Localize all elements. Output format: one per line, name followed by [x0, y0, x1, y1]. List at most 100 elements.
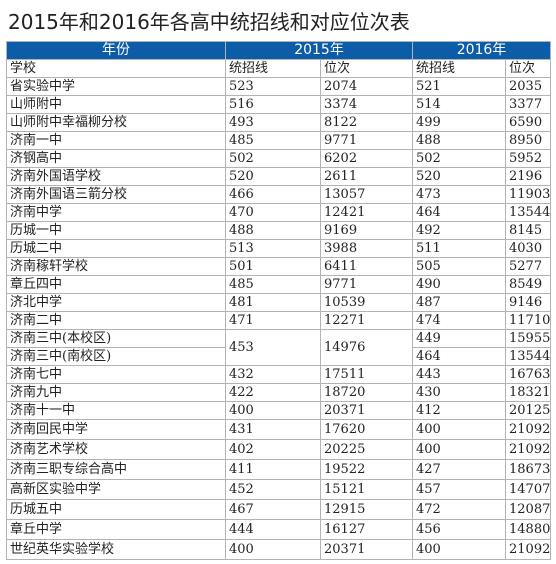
- line-2016: 511: [412, 239, 507, 258]
- school-name: 章丘中学: [6, 519, 226, 540]
- line-2015: 493: [225, 113, 321, 132]
- line-2016: 514: [412, 95, 507, 114]
- line-2015: 400: [225, 539, 321, 560]
- line-2015: 444: [225, 519, 321, 540]
- school-name: 济南三职专综合高中: [6, 459, 226, 480]
- table-row: 济南稼轩学校 501 6411 505 5277: [6, 257, 552, 276]
- table-row: 济南三中(本校区) 453 14976 449 15955: [6, 329, 552, 366]
- rank-2016: 13544: [505, 347, 552, 366]
- rank-2016: 14707: [505, 479, 552, 500]
- line-2015: 431: [225, 419, 321, 440]
- line-2016: 443: [412, 365, 507, 384]
- table-row: 山师附中 516 3374 514 3377: [6, 95, 552, 114]
- table-row: 历城二中 513 3988 511 4030: [6, 239, 552, 258]
- table-row: 济南艺术学校 402 20225 400 21092: [6, 439, 552, 460]
- rank-2016: 2035: [505, 77, 552, 96]
- table-row: 章丘四中 485 9771 490 8549: [6, 275, 552, 294]
- line-2015: 481: [225, 293, 321, 312]
- rank-2016: 4030: [505, 239, 552, 258]
- school-name: 章丘四中: [6, 275, 226, 294]
- line-2015: 485: [225, 131, 321, 150]
- table-row: 省实验中学 523 2074 521 2035: [6, 77, 552, 96]
- school-name: 济南外国语三箭分校: [6, 185, 226, 204]
- table-row: 济南回民中学 431 17620 400 21092: [6, 419, 552, 440]
- table-row: 济南三职专综合高中 411 19522 427 18673: [6, 459, 552, 480]
- rank-2016: 18673: [505, 459, 552, 480]
- rank-2016: 14880: [505, 519, 552, 540]
- rank-2016: 5277: [505, 257, 552, 276]
- rank-2015: 17511: [319, 365, 414, 384]
- school-name: 济南中学: [6, 203, 226, 222]
- line-2015: 467: [225, 499, 321, 520]
- rank-2016: 8549: [505, 275, 552, 294]
- school-name: 济南外国语学校: [6, 167, 226, 186]
- admission-table: 年份 2015年 2016年 学校 统招线 位次 统招线 位次 省实验中学 523…: [6, 41, 552, 560]
- school-name: 世纪英华实验学校: [6, 539, 226, 560]
- school-name: 济南三中(本校区): [6, 329, 226, 348]
- rank-2016: 21092: [505, 539, 552, 560]
- line-2015: 485: [225, 275, 321, 294]
- rank-2016: 21092: [505, 439, 552, 460]
- school-column-header: 学校: [6, 59, 226, 78]
- line-2016: 499: [412, 113, 507, 132]
- table-row: 济南三中(南校区) 464 13544: [6, 347, 552, 366]
- school-name: 济南稼轩学校: [6, 257, 226, 276]
- year-2015-header: 2015年: [224, 41, 414, 60]
- table-row: 历城五中 467 12915 472 12087: [6, 499, 552, 520]
- rank-2015: 19522: [319, 459, 414, 480]
- rank-2016: 12087: [505, 499, 552, 520]
- rank-2015: 3988: [319, 239, 414, 258]
- line-2016: 492: [412, 221, 507, 240]
- rank-2015: 17620: [319, 419, 414, 440]
- line-2016: 473: [412, 185, 507, 204]
- line-2016: 490: [412, 275, 507, 294]
- table-row: 历城一中 488 9169 492 8145: [6, 221, 552, 240]
- line-2016: 430: [412, 383, 507, 402]
- line-2015: 402: [225, 439, 321, 460]
- rank-2015: 6411: [319, 257, 414, 276]
- line-2016: 400: [412, 539, 507, 560]
- line-2016: 464: [412, 347, 507, 366]
- rank-2015: 12915: [319, 499, 414, 520]
- rank-2016: 16763: [505, 365, 552, 384]
- rank-2015: 14976: [319, 329, 414, 366]
- rank-2016: 13544: [505, 203, 552, 222]
- table-row: 山师附中幸福柳分校 493 8122 499 6590: [6, 113, 552, 132]
- rank-2015: 12421: [319, 203, 414, 222]
- line-2016: 400: [412, 419, 507, 440]
- rank-2015: 2611: [319, 167, 414, 186]
- line-2016: 472: [412, 499, 507, 520]
- school-name: 济南七中: [6, 365, 226, 384]
- rank-2015-header: 位次: [319, 59, 414, 78]
- line-2016: 502: [412, 149, 507, 168]
- rank-2016: 3377: [505, 95, 552, 114]
- school-name: 济南一中: [6, 131, 226, 150]
- line-2015-header: 统招线: [225, 59, 321, 78]
- school-name: 高新区实验中学: [6, 479, 226, 500]
- school-name: 历城二中: [6, 239, 226, 258]
- line-2015: 502: [225, 149, 321, 168]
- line-2015: 422: [225, 383, 321, 402]
- table-row: 世纪英华实验学校 400 20371 400 21092: [6, 539, 552, 560]
- rank-2016: 2196: [505, 167, 552, 186]
- line-2015: 453: [225, 329, 321, 366]
- line-2015: 452: [225, 479, 321, 500]
- line-2016: 487: [412, 293, 507, 312]
- rank-2015: 20225: [319, 439, 414, 460]
- school-name: 历城一中: [6, 221, 226, 240]
- table-row: 济南二中 471 12271 474 11710: [6, 311, 552, 330]
- rank-2015: 9771: [319, 275, 414, 294]
- rank-2016-header: 位次: [505, 59, 552, 78]
- rank-2015: 20371: [319, 539, 414, 560]
- line-2015: 520: [225, 167, 321, 186]
- line-2016-header: 统招线: [412, 59, 507, 78]
- school-name: 历城五中: [6, 499, 226, 520]
- rank-2015: 20371: [319, 401, 414, 420]
- year-label-cell: 年份: [6, 41, 226, 60]
- rank-2015: 10539: [319, 293, 414, 312]
- line-2016: 412: [412, 401, 507, 420]
- year-2016-header: 2016年: [412, 41, 552, 60]
- school-name: 济南九中: [6, 383, 226, 402]
- table-row: 济南七中 432 17511 443 16763: [6, 365, 552, 384]
- line-2016: 427: [412, 459, 507, 480]
